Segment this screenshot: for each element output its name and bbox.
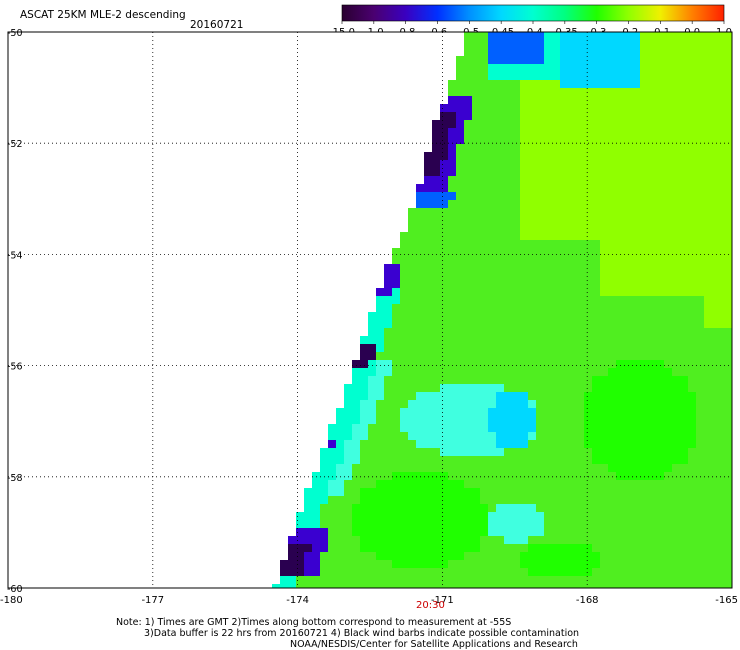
- lat-label: -50: [7, 28, 23, 39]
- lat-label: -60: [7, 584, 23, 595]
- lon-label: -165: [715, 595, 738, 606]
- map-date: 20160721: [190, 19, 244, 31]
- graticule: [8, 32, 732, 588]
- lat-label: -56: [7, 362, 23, 373]
- note-line-2: 3)Data buffer is 22 hrs from 20160721 4)…: [144, 628, 580, 639]
- note-line-1: Note: 1) Times are GMT 2)Times along bot…: [116, 617, 512, 628]
- pass-time-label: 20:30: [416, 600, 445, 611]
- swath-map: -50 -52 -54 -56 -58 -60-180 -177 -174 -171 -168 -1…: [0, 28, 738, 606]
- lon-label: -177: [141, 595, 164, 606]
- lon-label: -174: [286, 595, 309, 606]
- lon-label: -168: [576, 595, 599, 606]
- lon-label: -180: [0, 595, 23, 606]
- swath-cells: [272, 32, 732, 588]
- map-title: ASCAT 25KM MLE-2 descending: [20, 9, 186, 21]
- lon-label: -171: [431, 595, 454, 606]
- lat-label: -52: [7, 139, 23, 150]
- note-line-3: NOAA/NESDIS/Center for Satellite Applica…: [290, 639, 578, 650]
- lat-label: -54: [7, 250, 23, 261]
- lat-label: -58: [7, 473, 23, 484]
